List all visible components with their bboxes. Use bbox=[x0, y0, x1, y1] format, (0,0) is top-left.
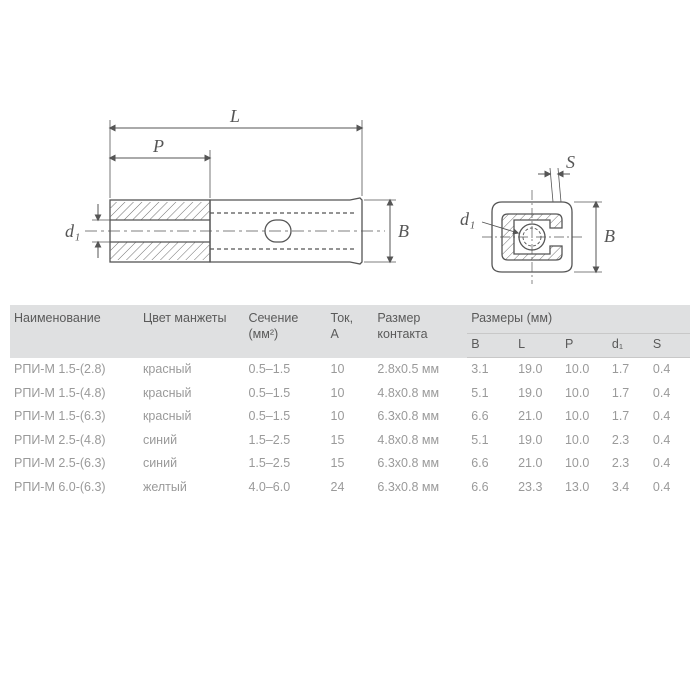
col-color: Цвет манжеты bbox=[139, 305, 245, 358]
col-name: Наименование bbox=[10, 305, 139, 358]
col-current: Ток, A bbox=[327, 305, 374, 358]
col-dim-P: P bbox=[561, 333, 608, 358]
table-row: РПИ-М 1.5-(2.8)красный0.5–1.5102.8х0.5 м… bbox=[10, 358, 690, 382]
col-dims-group: Размеры (мм) bbox=[467, 305, 690, 333]
dim-label-P: P bbox=[152, 136, 164, 156]
col-dim-L: L bbox=[514, 333, 561, 358]
dim-label-d1: d₁ bbox=[65, 221, 80, 241]
col-dim-S: S bbox=[649, 333, 690, 358]
table-row: РПИ-М 1.5-(4.8)красный0.5–1.5104.8х0.8 м… bbox=[10, 382, 690, 406]
table-row: РПИ-М 2.5-(6.3)синий1.5–2.5156.3х0.8 мм6… bbox=[10, 452, 690, 476]
col-dim-d₁: d₁ bbox=[608, 333, 649, 358]
col-section: Сечение (мм²) bbox=[244, 305, 326, 358]
col-contact: Размер контакта bbox=[373, 305, 467, 358]
spec-table: Наименование Цвет манжеты Сечение (мм²) … bbox=[10, 305, 690, 499]
table-row: РПИ-М 2.5-(4.8)синий1.5–2.5154.8х0.8 мм5… bbox=[10, 429, 690, 453]
col-dim-B: B bbox=[467, 333, 514, 358]
dim-label-B2: B bbox=[604, 226, 615, 246]
dim-label-L: L bbox=[229, 106, 240, 126]
table-row: РПИ-М 1.5-(6.3)красный0.5–1.5106.3х0.8 м… bbox=[10, 405, 690, 429]
dim-label-d1-front: d₁ bbox=[460, 209, 475, 229]
table-row: РПИ-М 6.0-(6.3)желтый4.0–6.0246.3х0.8 мм… bbox=[10, 476, 690, 500]
technical-drawing: L P d₁ B bbox=[50, 90, 650, 290]
dim-label-B1: B bbox=[398, 221, 409, 241]
dim-label-S: S bbox=[566, 152, 575, 172]
